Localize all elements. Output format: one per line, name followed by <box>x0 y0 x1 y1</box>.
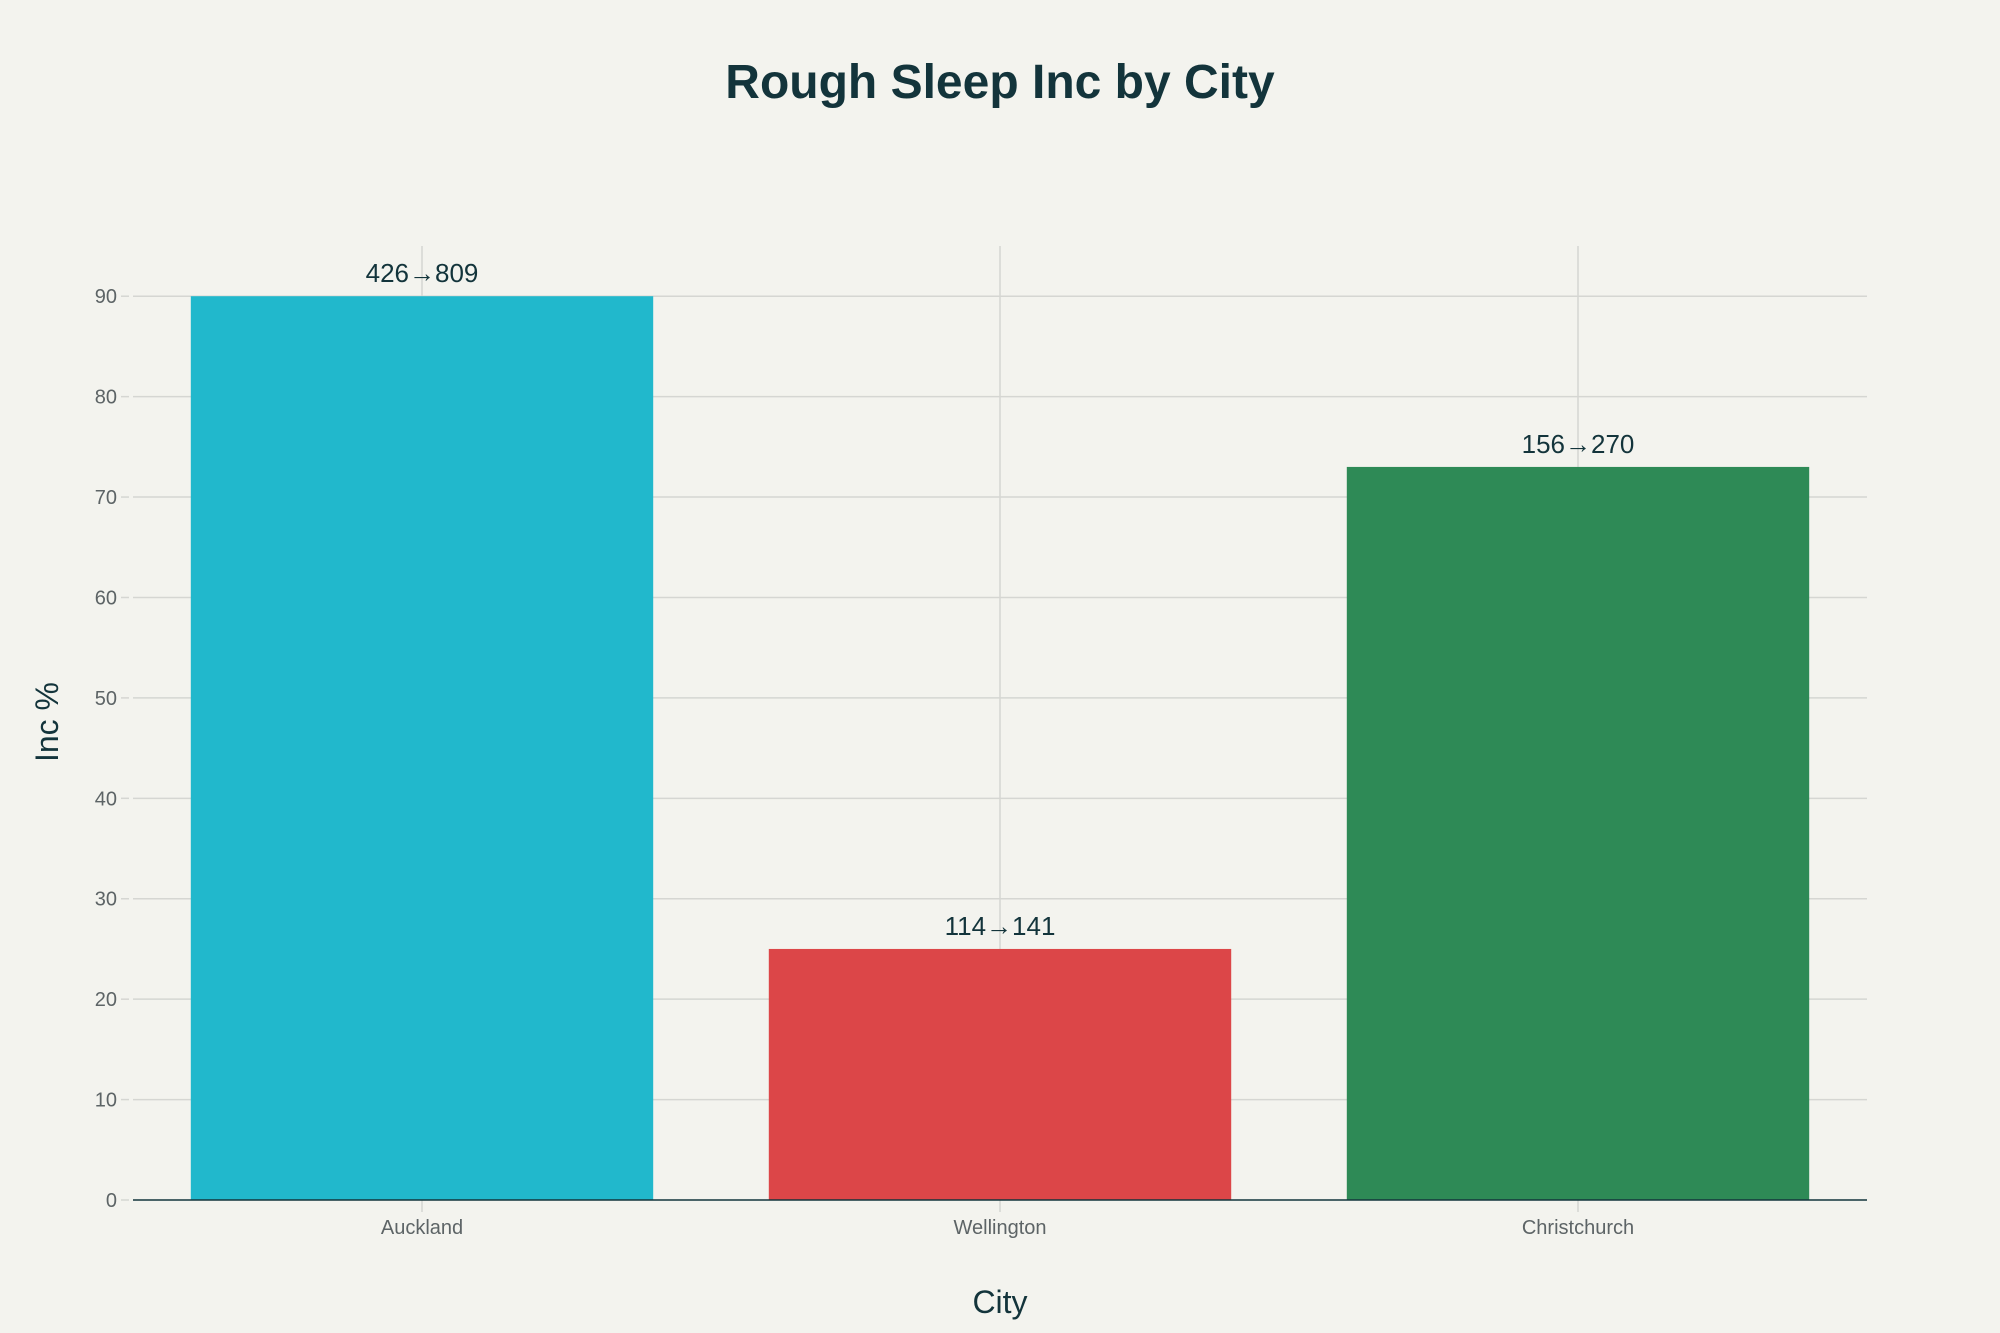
y-tick-label: 60 <box>95 587 117 609</box>
y-axis-ticks: 0 10 20 30 40 50 60 70 80 90 <box>95 286 129 1212</box>
y-tick-label: 70 <box>95 487 117 509</box>
chart-title: Rough Sleep Inc by City <box>725 56 1275 109</box>
y-tick-label: 90 <box>95 286 117 308</box>
bar-auckland <box>190 296 654 1200</box>
x-axis-ticks: Auckland Wellington Christchurch <box>381 1217 1634 1239</box>
y-axis-title: Inc % <box>29 682 65 762</box>
y-tick-label: 0 <box>106 1190 117 1212</box>
x-tick-label: Christchurch <box>1522 1217 1634 1239</box>
y-tick-label: 10 <box>95 1090 117 1112</box>
data-label-wellington: 114→141 <box>945 911 1056 941</box>
bar-wellington <box>768 948 1232 1200</box>
x-axis-title: City <box>972 1284 1027 1320</box>
bars <box>190 296 1810 1200</box>
data-label-christchurch: 156→270 <box>1522 429 1635 459</box>
y-tick-label: 40 <box>95 788 117 810</box>
y-tick-label: 50 <box>95 688 117 710</box>
y-tick-label: 20 <box>95 989 117 1011</box>
y-tick-label: 30 <box>95 889 117 911</box>
data-label-auckland: 426→809 <box>366 258 479 288</box>
bar-christchurch <box>1346 466 1810 1200</box>
x-tick-label: Wellington <box>953 1217 1046 1239</box>
data-labels: 426→809 114→141 156→270 <box>366 258 1635 941</box>
y-tick-label: 80 <box>95 387 117 409</box>
x-tick-label: Auckland <box>381 1217 463 1239</box>
